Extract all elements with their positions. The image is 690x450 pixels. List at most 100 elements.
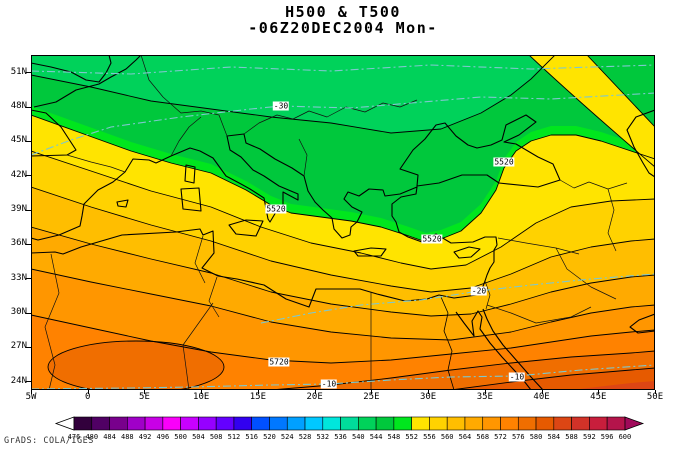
border-morocco-algeria <box>44 253 60 390</box>
lat-label-36N: 36N <box>10 238 27 249</box>
colorbar-cell-508 <box>215 416 235 431</box>
lat-tick-51N <box>26 72 31 74</box>
colorbar-tick-516: 516 <box>245 433 258 441</box>
coastline-red-sea <box>455 308 544 390</box>
colorbar-cell-512 <box>233 416 253 431</box>
colorbar-tick-labels: 476 480 484 488 492 496 500 504 508 512 516 520 524 5… <box>68 433 632 441</box>
colorbar-tick-560: 560 <box>441 433 454 441</box>
colorbar-cell-516 <box>251 416 270 431</box>
lat-tick-27N <box>26 346 31 348</box>
colorbar-tick-564: 564 <box>459 433 472 441</box>
lon-tick-45E <box>598 390 600 394</box>
colorbar-tick-548: 548 <box>388 433 401 441</box>
colorbar-tick-484: 484 <box>103 433 116 441</box>
temp-contour-minus10 <box>31 364 655 390</box>
lat-label-45N: 45N <box>10 135 27 146</box>
colorbar-tick-584: 584 <box>547 433 560 441</box>
colorbar-cell-584 <box>553 416 572 431</box>
colorbar-cell-564 <box>464 416 484 431</box>
colorbar-right-arrow <box>624 416 645 431</box>
border-syria-iraq <box>555 247 617 300</box>
border-caucasus <box>559 179 628 190</box>
lon-label-25E: 25E <box>363 392 380 402</box>
colorbar-tick-488: 488 <box>121 433 134 441</box>
temp-contour-minus35 <box>31 64 655 75</box>
contour-label-height-5520: 5520 <box>421 234 443 244</box>
coastline-england <box>31 55 112 83</box>
lon-label-40E: 40E <box>533 392 550 402</box>
colorbar-tick-528: 528 <box>299 433 312 441</box>
contour-label-height-5520: 5520 <box>493 157 515 167</box>
lat-tick-30N <box>26 312 31 314</box>
colorbar-tick-540: 540 <box>352 433 365 441</box>
colorbar-tick-492: 492 <box>139 433 152 441</box>
colorbar-cell-544 <box>375 416 395 431</box>
colorbar-cell-560 <box>446 416 466 431</box>
lat-label-27N: 27N <box>10 341 27 352</box>
lat-tick-24N <box>26 381 31 383</box>
border-tunisia-libya <box>208 276 220 318</box>
shaded-bands <box>31 55 655 390</box>
contour-label-height-5720: 5720 <box>268 357 290 367</box>
island-sicily <box>228 219 264 237</box>
island-crete <box>353 247 387 257</box>
colorbar-cell-520 <box>269 416 288 431</box>
border-france-italy <box>170 116 202 157</box>
band-5800 <box>451 368 655 390</box>
contour-label-height-5520: 5520 <box>265 204 287 214</box>
coastline-channel-lowcountries <box>33 55 142 108</box>
map-panel: -30 5520 5520 5520 -20 5720 -10 -10 <box>31 55 655 390</box>
contour-label-temperature--10: -10 <box>508 372 526 382</box>
colorbar-cell-572 <box>500 416 519 431</box>
contour-label-temperature--20: -20 <box>470 286 488 296</box>
colorbar-cell-496 <box>162 416 181 431</box>
lon-label-5W: 5W <box>25 392 37 402</box>
lon-label-10E: 10E <box>193 392 210 402</box>
contour-5640 <box>31 226 655 317</box>
colorbar-cell-592 <box>589 416 608 431</box>
lat-tick-42N <box>26 175 31 177</box>
coastline-mediterranean <box>31 133 498 308</box>
lat-label-24N: 24N <box>10 375 27 386</box>
lat-label-39N: 39N <box>10 204 27 215</box>
colorbar: 476 480 484 488 492 496 500 504 508 512 516 520 524 5… <box>54 416 645 441</box>
colorbar-cell-484 <box>109 416 128 431</box>
colorbar-tick-600: 600 <box>619 433 632 441</box>
lat-tick-39N <box>26 209 31 211</box>
colorbar-cell-588 <box>571 416 590 431</box>
colorbar-tick-524: 524 <box>281 433 294 441</box>
border-central-europe <box>140 55 228 137</box>
colorbar-tick-504: 504 <box>192 433 205 441</box>
colorbar-tick-596: 596 <box>601 433 614 441</box>
contour-5800 <box>450 367 655 390</box>
colorbar-tick-520: 520 <box>263 433 276 441</box>
ridge-stripe-ne <box>528 55 655 168</box>
coastline-black-sea <box>399 114 561 188</box>
border-pyrenees <box>66 154 126 173</box>
map-canvas <box>31 55 655 390</box>
island-sardinia <box>180 187 202 212</box>
lon-label-15E: 15E <box>249 392 267 402</box>
colorbar-tick-576: 576 <box>512 433 525 441</box>
lon-tick-20E <box>314 390 316 394</box>
colorbar-tick-496: 496 <box>157 433 170 441</box>
lat-tick-45N <box>26 140 31 142</box>
colorbar-cell-540 <box>358 416 377 431</box>
contour-label-temperature--30: -30 <box>272 101 290 111</box>
colorbar-tick-568: 568 <box>476 433 489 441</box>
lat-label-48N: 48N <box>10 101 27 112</box>
contour-label-temperature--10: -10 <box>320 379 338 389</box>
river-nile <box>440 296 455 390</box>
colorbar-tick-588: 588 <box>565 433 578 441</box>
lat-label-33N: 33N <box>10 272 27 283</box>
colorbar-cell-576 <box>517 416 537 431</box>
colorbar-cell-536 <box>340 416 359 431</box>
colorbar-tick-556: 556 <box>423 433 436 441</box>
plot-datetime: -06Z20DEC2004 Mon- <box>248 19 438 37</box>
colorbar-cell-500 <box>180 416 199 431</box>
island-mallorca <box>116 199 129 208</box>
colorbar-tick-508: 508 <box>210 433 223 441</box>
lat-tick-33N <box>26 278 31 280</box>
lon-tick-5E <box>144 390 146 394</box>
